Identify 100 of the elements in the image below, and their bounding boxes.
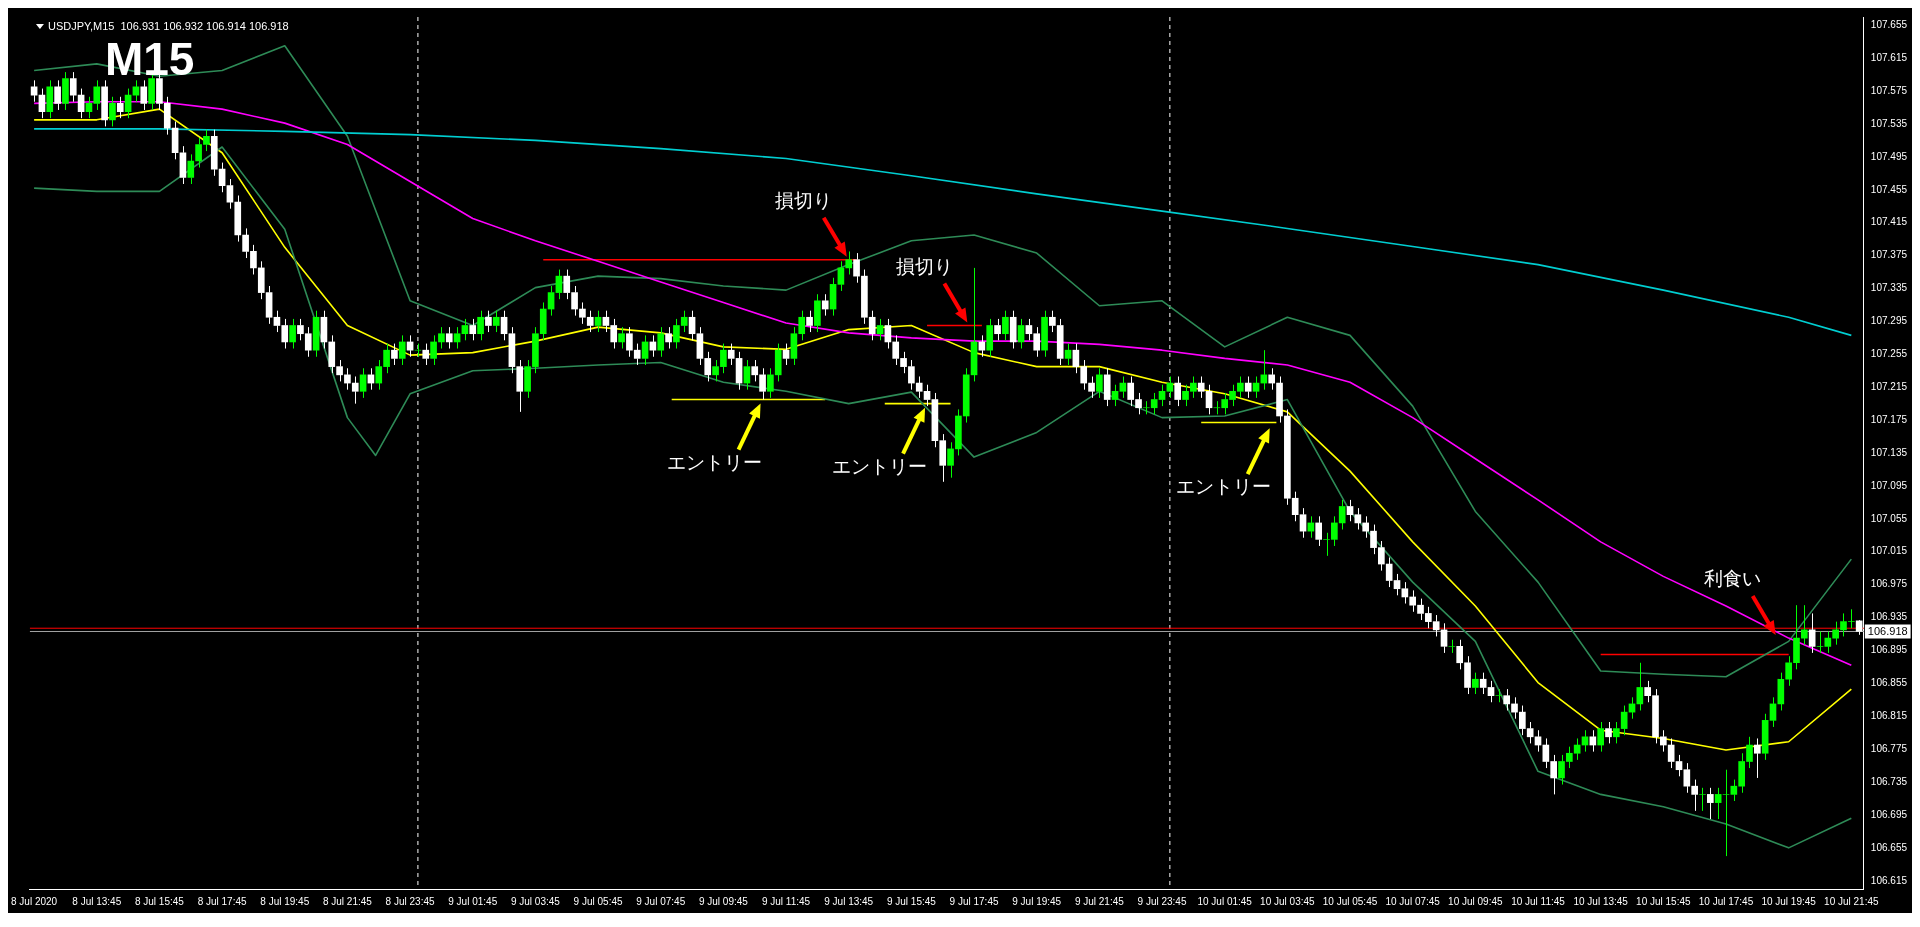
candlestick xyxy=(1675,754,1683,777)
annotation: エントリー xyxy=(831,455,927,477)
x-tick-label: 9 Jul 03:45 xyxy=(510,895,561,907)
candlestick xyxy=(453,326,461,350)
x-tick-label: 10 Jul 17:45 xyxy=(1698,895,1754,907)
x-tick-label: 9 Jul 05:45 xyxy=(573,895,623,907)
candlestick xyxy=(955,408,962,456)
x-tick-label: 8 Jul 13:45 xyxy=(72,895,122,907)
candlestick xyxy=(101,79,108,127)
candlestick xyxy=(406,334,414,358)
candlestick xyxy=(1589,729,1597,753)
candlestick xyxy=(1754,737,1761,779)
candlestick xyxy=(806,310,813,333)
candlestick xyxy=(312,310,320,358)
candlestick xyxy=(649,334,657,358)
candlestick xyxy=(398,334,406,366)
y-tick-label: 106.815 xyxy=(1870,710,1908,721)
x-tick-label: 10 Jul 15:45 xyxy=(1636,895,1692,907)
x-tick-label: 8 Jul 23:45 xyxy=(385,895,435,907)
y-tick-label: 107.335 xyxy=(1870,282,1908,294)
x-tick-label: 8 Jul 15:45 xyxy=(134,895,185,907)
candlestick xyxy=(351,375,359,405)
candlestick xyxy=(344,367,351,391)
x-tick-label: 10 Jul 09:45 xyxy=(1448,895,1504,907)
candlestick xyxy=(782,343,790,366)
y-tick-label: 106.735 xyxy=(1870,775,1908,787)
candlestick xyxy=(594,310,602,333)
candlestick xyxy=(430,334,437,366)
y-tick-label: 106.975 xyxy=(1870,578,1908,590)
candlestick xyxy=(477,310,484,341)
annotation: エントリー xyxy=(667,451,763,473)
candlestick xyxy=(179,145,187,185)
candlestick xyxy=(1354,507,1362,531)
candlestick xyxy=(414,343,422,358)
candlestick xyxy=(994,318,1001,341)
candlestick xyxy=(1338,499,1346,531)
candlestick xyxy=(69,71,77,103)
y-tick-label: 107.215 xyxy=(1870,380,1908,392)
candlestick xyxy=(1244,375,1252,399)
annotation: M15 xyxy=(104,32,195,85)
x-tick-label: 10 Jul 19:45 xyxy=(1761,895,1817,907)
candlestick xyxy=(947,441,954,479)
y-tick-label: 106.615 xyxy=(1870,874,1908,886)
x-tick-label: 10 Jul 03:45 xyxy=(1260,895,1316,907)
x-tick-label: 10 Jul 01:45 xyxy=(1197,895,1253,907)
y-tick-label: 107.135 xyxy=(1870,446,1908,458)
candlestick xyxy=(853,252,860,284)
x-tick-label: 9 Jul 21:45 xyxy=(1074,895,1125,907)
candlestick xyxy=(1511,696,1518,720)
candlestick xyxy=(1597,721,1604,753)
candlestick xyxy=(876,318,884,341)
y-tick-label: 107.015 xyxy=(1870,545,1908,557)
candlestick xyxy=(492,310,500,333)
candlestick xyxy=(618,326,625,350)
candlestick xyxy=(289,318,296,350)
y-tick-label: 107.175 xyxy=(1870,413,1908,425)
candlestick xyxy=(1832,621,1839,646)
x-tick-label: 8 Jul 19:45 xyxy=(260,895,310,907)
candlestick xyxy=(986,318,994,358)
candlestick xyxy=(445,326,453,350)
candlestick xyxy=(46,79,54,119)
candlestick xyxy=(1174,375,1182,407)
candlestick xyxy=(774,343,782,382)
candlestick xyxy=(657,326,665,358)
candlestick xyxy=(1088,375,1095,399)
candlestick xyxy=(1268,367,1276,391)
candlestick xyxy=(109,96,116,127)
candlestick xyxy=(1096,367,1103,399)
x-tick-label: 10 Jul 13:45 xyxy=(1573,895,1629,907)
x-tick-label: 9 Jul 19:45 xyxy=(1012,895,1062,907)
candlestick xyxy=(1119,375,1127,399)
y-tick-label: 107.295 xyxy=(1870,315,1908,327)
candlestick xyxy=(54,79,61,111)
y-tick-label: 107.095 xyxy=(1870,479,1908,491)
candlestick xyxy=(751,359,759,382)
candlestick xyxy=(759,367,766,401)
candlestick xyxy=(1503,688,1511,711)
x-tick-label: 9 Jul 15:45 xyxy=(886,895,937,907)
candlestick xyxy=(187,153,195,185)
candlestick xyxy=(1699,787,1706,812)
candlestick xyxy=(821,293,829,317)
x-tick-label: 10 Jul 21:45 xyxy=(1824,895,1879,907)
y-tick-label: 107.055 xyxy=(1870,512,1908,524)
y-tick-label: 106.655 xyxy=(1870,841,1908,853)
candlestick xyxy=(234,195,242,243)
y-tick-label: 106.695 xyxy=(1870,808,1908,820)
y-tick-label: 106.935 xyxy=(1870,611,1908,623)
ref-line-label: 106.918 xyxy=(1867,624,1908,637)
y-tick-label: 107.255 xyxy=(1870,348,1908,360)
candlestick xyxy=(485,310,492,333)
y-tick-label: 107.615 xyxy=(1870,51,1908,63)
x-tick-label: 8 Jul 21:45 xyxy=(322,895,373,907)
candlestick xyxy=(1064,343,1072,366)
candlestick xyxy=(1581,729,1589,753)
chart-title: USDJPY,M15 106.931 106.932 106.914 106.918 xyxy=(47,20,289,33)
candlestick xyxy=(62,71,69,111)
candlestick xyxy=(1495,688,1503,703)
y-tick-label: 107.495 xyxy=(1870,150,1908,162)
y-tick-label: 107.455 xyxy=(1870,183,1908,195)
candlestick xyxy=(1166,375,1174,399)
